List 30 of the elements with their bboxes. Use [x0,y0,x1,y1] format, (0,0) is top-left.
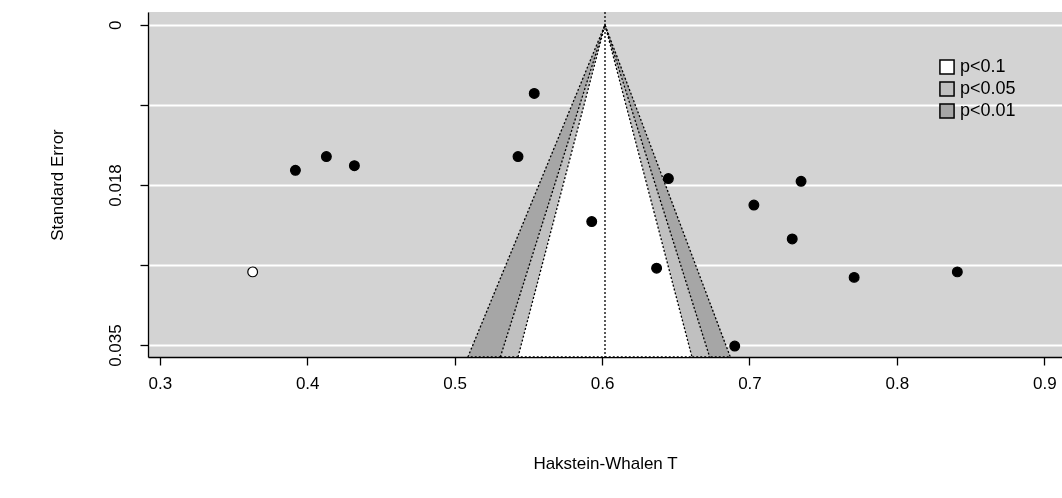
x-tick-label: 0.9 [1032,373,1057,393]
x-tick-label: 0.3 [148,373,173,393]
point [786,233,798,245]
y-tick-label: 0 [105,20,125,31]
point [662,173,674,185]
y-tick-label: 0.035 [105,324,125,367]
legend-label: p<0.1 [960,56,1006,76]
legend-label: p<0.01 [960,100,1016,120]
x-tick-label: 0.5 [443,373,467,393]
point [651,262,663,274]
point [848,271,860,283]
point [951,266,963,278]
point [528,87,540,99]
x-tick-label: 0.7 [738,373,762,393]
x-tick-label: 0.4 [295,373,320,393]
point [586,216,598,228]
point [729,340,741,352]
point [748,199,760,211]
legend-label: p<0.05 [960,78,1016,98]
point [289,164,301,176]
point [320,151,332,163]
point [247,266,259,278]
y-axis-title: Standard Error [47,128,67,241]
x-axis-title: Hakstein-Whalen T [533,453,678,473]
y-tick-label: 0.018 [105,164,125,207]
x-tick-label: 0.6 [590,373,615,393]
point [512,151,524,163]
point [795,175,807,187]
point [348,160,360,172]
x-tick-label: 0.8 [885,373,910,393]
